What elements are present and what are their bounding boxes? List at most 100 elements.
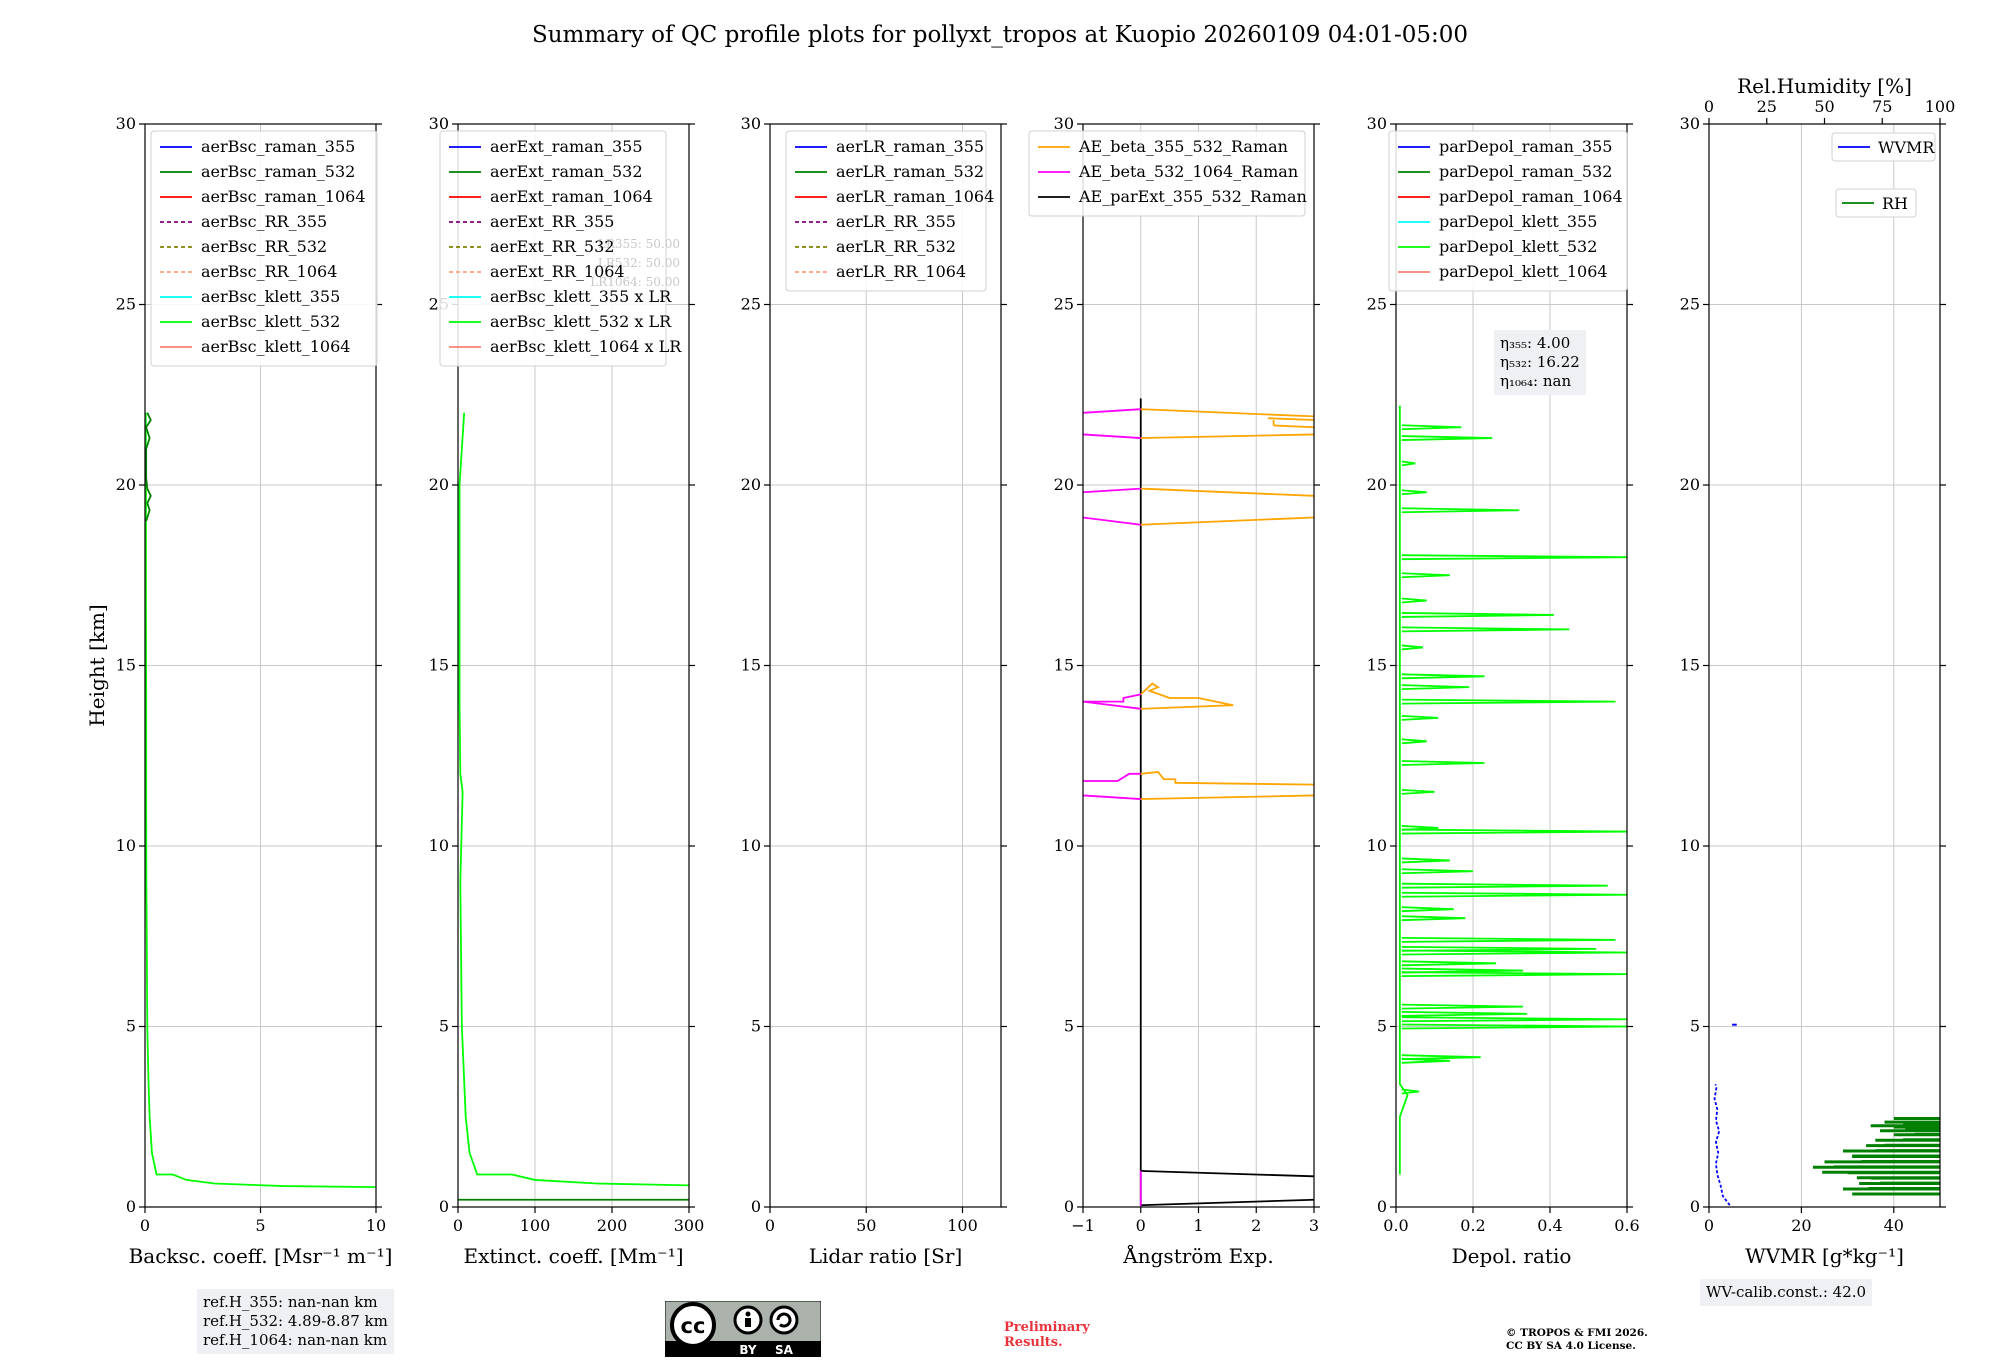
panel-depol: 0 5 10 15 20 25 30 0.0 0.2 0.4 0.6 Depol. ratio parD… <box>1367 114 1640 1268</box>
y-tick-label: 20 <box>1367 475 1387 494</box>
y-tick-label: 15 <box>1680 656 1700 675</box>
y-tick-label: 15 <box>1054 656 1074 675</box>
y-tick-label: 20 <box>1680 475 1700 494</box>
depol-spike <box>1401 949 1627 956</box>
x-tick-label: 100 <box>947 1216 978 1235</box>
lidar-ratio-note: LR532: 50.00 <box>598 256 680 270</box>
ref-height-1064: ref.H_1064: nan-nan km <box>203 1331 388 1349</box>
series-segment <box>1140 487 1314 497</box>
x-tick-label: 0 <box>453 1216 463 1235</box>
x2-tick-label: 25 <box>1757 97 1777 116</box>
series-segment <box>1140 794 1314 800</box>
preliminary-note: Preliminary Results. <box>1004 1320 1090 1350</box>
y-tick-label: 5 <box>1690 1017 1700 1036</box>
cc-icon <box>670 1302 716 1348</box>
y-tick-label: 30 <box>741 114 761 133</box>
depol-spike <box>1401 684 1470 691</box>
sa-icon <box>769 1305 799 1335</box>
series-segment <box>1273 424 1314 429</box>
series-segment <box>1140 408 1314 418</box>
series-segment <box>1083 516 1141 526</box>
eta-box: η₃₅₅: 4.00 η₅₃₂: 16.22 η₁₀₆₄: nan <box>1494 330 1586 395</box>
copyright-note: © TROPOS & FMI 2026. CC BY SA 4.0 Licens… <box>1506 1327 1648 1353</box>
legend-label: aerLR_RR_355 <box>836 212 956 231</box>
x2-tick-label: 100 <box>1925 97 1956 116</box>
eta-532: η₅₃₂: 16.22 <box>1500 353 1580 371</box>
legend-label: AE_beta_532_1064_Raman <box>1078 162 1298 181</box>
cc-icon-label: cc <box>681 1314 706 1338</box>
legend-label: aerLR_raman_532 <box>836 162 984 181</box>
y-tick-label: 5 <box>751 1017 761 1036</box>
depol-spike <box>1401 1010 1527 1017</box>
legend-box <box>1028 130 1306 217</box>
y-tick-label: 5 <box>439 1017 449 1036</box>
sa-label: SA <box>775 1343 794 1357</box>
x-tick-label: 0 <box>1704 1216 1714 1235</box>
depol-spike <box>1401 460 1416 467</box>
x2-tick-label: 50 <box>1814 97 1834 116</box>
series-segment <box>1083 772 1141 782</box>
depol-spike <box>1401 906 1454 913</box>
eta-355: η₃₅₅: 4.00 <box>1500 334 1571 352</box>
series-segment <box>1267 417 1314 421</box>
x2-tick-label: 0 <box>1704 97 1714 116</box>
x2-tick-label: 75 <box>1872 97 1892 116</box>
y-tick-label: 10 <box>1680 836 1700 855</box>
legend-label: parDepol_raman_355 <box>1439 137 1612 156</box>
x-axis-label: Depol. ratio <box>1452 1244 1572 1268</box>
legend-label: parDepol_klett_355 <box>1439 212 1597 231</box>
panel-backscatter: 0 5 10 15 20 25 30 0 5 10 Backsc. coeff. [Msr⁻¹ m⁻… <box>85 114 392 1268</box>
eta-1064: η₁₀₆₄: nan <box>1500 372 1572 390</box>
copyright-line-1: © TROPOS & FMI 2026. <box>1506 1327 1648 1339</box>
depol-spike <box>1401 612 1554 618</box>
x-axis-label: WVMR [g*kg⁻¹] <box>1745 1244 1904 1268</box>
figure-title: Summary of QC profile plots for pollyxt_… <box>531 22 1469 48</box>
series-segment <box>1083 487 1141 494</box>
y-tick-label: 0 <box>439 1197 449 1216</box>
series-group <box>145 412 376 1189</box>
series-segment <box>1140 682 1234 710</box>
legend-label: aerExt_RR_1064 <box>490 262 625 281</box>
y-tick-label: 20 <box>1054 475 1074 494</box>
series-segment <box>1140 1170 1314 1178</box>
y-tick-label: 15 <box>741 656 761 675</box>
depol-spike <box>1401 760 1485 766</box>
x-tick-label: 200 <box>597 1216 628 1235</box>
series-line <box>145 412 376 1189</box>
x-axis-label: Backsc. coeff. [Msr⁻¹ m⁻¹] <box>129 1244 393 1268</box>
legend-label: aerBsc_raman_532 <box>201 162 355 181</box>
y-tick-label: 0 <box>1690 1197 1700 1216</box>
legend-label: aerLR_raman_1064 <box>836 187 994 206</box>
series-segment <box>1140 516 1314 526</box>
legend-label: aerLR_RR_532 <box>836 237 956 256</box>
depol-spike <box>1401 857 1450 864</box>
series-segment <box>1083 408 1141 414</box>
y-tick-label: 25 <box>1054 295 1074 314</box>
legend-box <box>1835 188 1917 218</box>
y-tick-label: 20 <box>741 475 761 494</box>
y-tick-label: 25 <box>1680 295 1700 314</box>
series-segment <box>1140 433 1314 439</box>
ref-height-355: ref.H_355: nan-nan km <box>203 1293 378 1311</box>
x-tick-label: 1 <box>1193 1216 1203 1235</box>
wv-calib-box: WV-calib.const.: 42.0 <box>1700 1279 1873 1306</box>
y-tick-label: 10 <box>1367 836 1387 855</box>
depol-spike <box>1401 936 1616 943</box>
depol-spike <box>1401 554 1627 561</box>
y-tick-label: 15 <box>116 656 136 675</box>
wvmr-line <box>1713 1084 1731 1206</box>
depol-spike <box>1401 882 1608 889</box>
legend-label: AE_beta_355_532_Raman <box>1078 137 1288 156</box>
y-tick-label: 10 <box>741 836 761 855</box>
depol-spike <box>1401 738 1427 745</box>
x-tick-label: 100 <box>520 1216 551 1235</box>
legend-label: aerBsc_raman_355 <box>201 137 355 156</box>
x-tick-label: 40 <box>1884 1216 1904 1235</box>
depol-baseline <box>1398 405 1409 1175</box>
legend-label: aerBsc_RR_1064 <box>201 262 337 281</box>
y-tick-label: 0 <box>751 1197 761 1216</box>
ref-height-box: ref.H_355: nan-nan km ref.H_532: 4.89-8.… <box>197 1289 394 1354</box>
depol-spike <box>1401 1003 1524 1010</box>
